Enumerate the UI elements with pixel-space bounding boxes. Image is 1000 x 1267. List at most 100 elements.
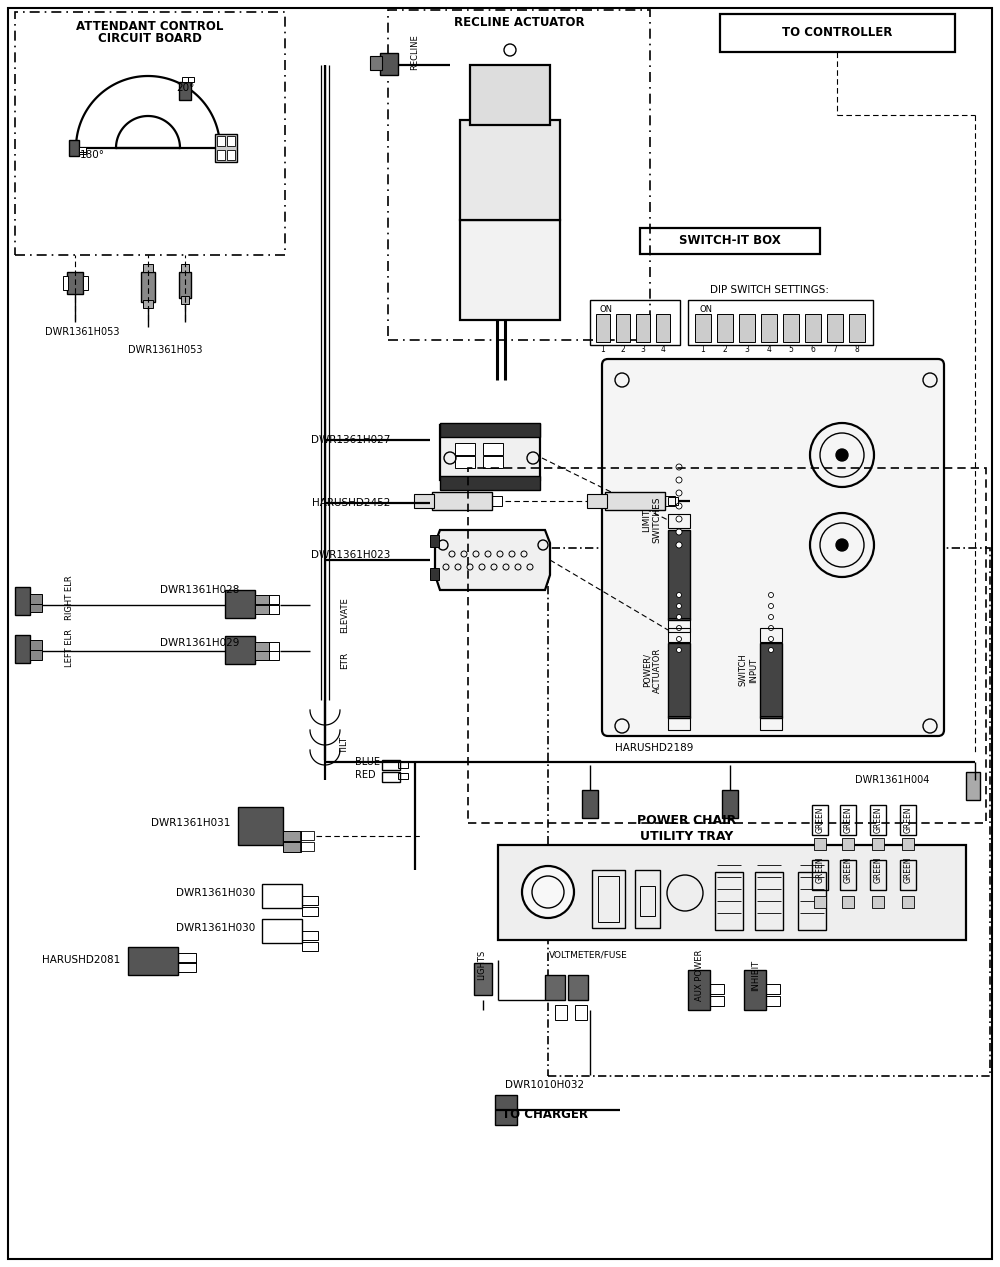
Bar <box>548 549 990 1076</box>
Bar <box>812 860 828 889</box>
Text: DWR1361H053: DWR1361H053 <box>128 345 202 355</box>
Circle shape <box>768 626 774 631</box>
Text: TILT: TILT <box>340 736 350 754</box>
Bar <box>227 150 235 160</box>
Bar <box>902 837 914 850</box>
Bar <box>474 963 492 995</box>
Circle shape <box>768 593 774 598</box>
Bar <box>430 568 439 580</box>
Bar <box>179 272 191 298</box>
Text: DWR1361H031: DWR1361H031 <box>151 818 230 829</box>
Text: GREEN: GREEN <box>874 807 883 834</box>
Circle shape <box>676 603 682 608</box>
Bar <box>739 314 755 342</box>
Bar <box>842 896 854 908</box>
Bar <box>812 805 828 835</box>
Circle shape <box>676 636 682 641</box>
Text: 8: 8 <box>855 346 859 355</box>
Text: 5: 5 <box>789 346 793 355</box>
Bar <box>587 494 607 508</box>
Bar <box>15 635 30 663</box>
Text: SWITCH
INPUT: SWITCH INPUT <box>738 654 758 687</box>
Bar <box>798 872 826 930</box>
Text: RECLINE: RECLINE <box>411 34 420 70</box>
Bar <box>766 996 780 1006</box>
Bar <box>455 443 475 455</box>
Circle shape <box>836 538 848 551</box>
Text: AUX POWER: AUX POWER <box>696 949 704 1001</box>
Bar <box>668 716 690 730</box>
Bar <box>870 805 886 835</box>
Text: DWR1361H030: DWR1361H030 <box>176 888 255 898</box>
Bar <box>182 77 188 82</box>
Text: DWR1361H029: DWR1361H029 <box>160 639 239 647</box>
Bar <box>668 530 690 620</box>
Bar <box>30 650 42 660</box>
Circle shape <box>768 614 774 620</box>
Bar <box>179 82 191 100</box>
Bar <box>805 314 821 342</box>
Bar <box>668 642 690 718</box>
Circle shape <box>676 530 682 535</box>
Bar <box>414 494 434 508</box>
Bar <box>181 296 189 304</box>
Bar <box>225 636 255 664</box>
Bar <box>715 872 743 930</box>
Bar <box>744 971 766 1010</box>
Bar <box>872 837 884 850</box>
Circle shape <box>676 503 682 509</box>
Bar <box>498 845 966 940</box>
Bar <box>616 314 630 342</box>
Bar <box>755 872 783 930</box>
Bar <box>128 946 178 976</box>
Text: GREEN: GREEN <box>904 856 912 883</box>
Bar <box>483 456 503 468</box>
Text: BLUE: BLUE <box>355 756 380 767</box>
Text: LIGHTS: LIGHTS <box>478 950 486 981</box>
Bar <box>568 976 588 1000</box>
Bar <box>710 996 724 1006</box>
Text: GREEN: GREEN <box>874 856 883 883</box>
Bar <box>814 896 826 908</box>
Text: LIMIT
SWITCHES: LIMIT SWITCHES <box>642 497 662 544</box>
Bar <box>635 870 660 927</box>
Circle shape <box>768 603 774 608</box>
Text: POWER CHAIR: POWER CHAIR <box>637 813 737 826</box>
Text: 1: 1 <box>701 346 705 355</box>
Text: TO CHARGER: TO CHARGER <box>502 1109 588 1121</box>
Bar <box>460 220 560 321</box>
Bar <box>720 14 955 52</box>
Bar <box>483 443 503 455</box>
Bar <box>440 476 540 490</box>
Bar <box>840 805 856 835</box>
Text: ON: ON <box>600 305 613 314</box>
Circle shape <box>676 464 682 470</box>
Circle shape <box>676 626 682 631</box>
Text: ETR: ETR <box>340 651 350 669</box>
Bar <box>783 314 799 342</box>
Bar <box>255 595 269 604</box>
Text: 4: 4 <box>767 346 771 355</box>
Bar <box>440 424 540 480</box>
Circle shape <box>768 636 774 641</box>
Text: GREEN: GREEN <box>844 856 852 883</box>
Text: HARUSHD2081: HARUSHD2081 <box>42 955 120 965</box>
Circle shape <box>676 542 682 549</box>
Bar <box>215 134 237 162</box>
Bar <box>668 514 690 528</box>
Text: GREEN: GREEN <box>904 807 912 834</box>
Bar <box>269 606 279 614</box>
Circle shape <box>522 867 574 919</box>
Bar <box>217 150 225 160</box>
Bar <box>370 56 382 70</box>
Bar <box>640 886 655 916</box>
Text: POWER/
ACTUATOR: POWER/ ACTUATOR <box>642 647 662 693</box>
Bar <box>668 628 690 642</box>
Circle shape <box>676 614 682 620</box>
Bar <box>468 468 986 824</box>
Text: RECLINE ACTUATOR: RECLINE ACTUATOR <box>454 15 584 28</box>
Circle shape <box>676 593 682 598</box>
Text: 3: 3 <box>641 346 645 355</box>
Text: UTILITY TRAY: UTILITY TRAY <box>640 830 734 843</box>
Bar <box>283 843 301 851</box>
